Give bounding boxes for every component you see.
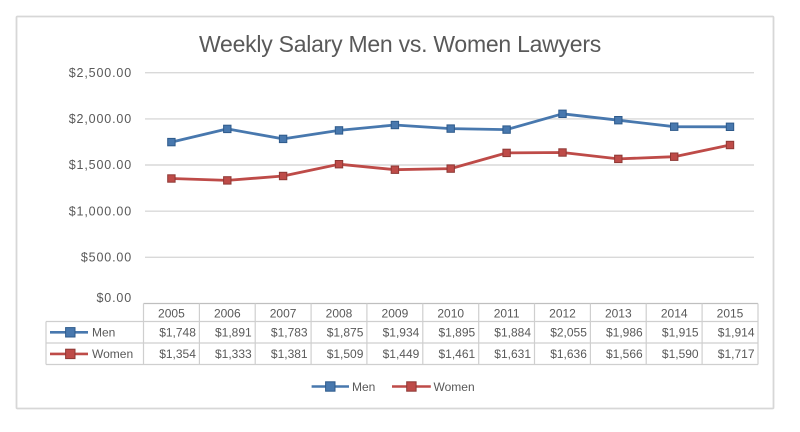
svg-text:$1,333: $1,333 (215, 347, 252, 361)
svg-text:$1,884: $1,884 (494, 326, 531, 340)
svg-text:$1,895: $1,895 (438, 326, 475, 340)
svg-text:Weekly Salary Men vs. Women La: Weekly Salary Men vs. Women Lawyers (199, 31, 601, 57)
svg-text:$2,500.00: $2,500.00 (69, 66, 132, 80)
svg-text:2006: 2006 (214, 306, 241, 320)
svg-text:$1,934: $1,934 (383, 326, 420, 340)
svg-text:$1,509: $1,509 (327, 347, 364, 361)
svg-text:2005: 2005 (158, 306, 185, 320)
svg-text:$1,000.00: $1,000.00 (69, 204, 132, 218)
svg-text:$1,986: $1,986 (606, 326, 643, 340)
svg-text:2007: 2007 (270, 306, 297, 320)
svg-text:$1,891: $1,891 (215, 326, 252, 340)
svg-text:$500.00: $500.00 (81, 251, 132, 265)
svg-text:Women: Women (92, 347, 133, 361)
svg-text:2012: 2012 (549, 306, 576, 320)
svg-text:$2,000.00: $2,000.00 (69, 112, 132, 126)
svg-text:$1,636: $1,636 (550, 347, 587, 361)
svg-text:Men: Men (92, 326, 115, 340)
svg-text:Women: Women (434, 380, 475, 394)
svg-text:$1,875: $1,875 (327, 326, 364, 340)
svg-text:$1,748: $1,748 (159, 326, 196, 340)
svg-text:$1,449: $1,449 (383, 347, 420, 361)
svg-text:$1,631: $1,631 (494, 347, 531, 361)
svg-text:$2,055: $2,055 (550, 326, 587, 340)
svg-text:2009: 2009 (382, 306, 409, 320)
svg-text:$1,914: $1,914 (718, 326, 755, 340)
svg-text:2015: 2015 (717, 306, 744, 320)
svg-text:$1,461: $1,461 (438, 347, 475, 361)
svg-text:$1,500.00: $1,500.00 (69, 158, 132, 172)
svg-text:$1,590: $1,590 (662, 347, 699, 361)
svg-text:$0.00: $0.00 (96, 291, 132, 305)
svg-text:2011: 2011 (494, 306, 520, 320)
svg-text:2010: 2010 (437, 306, 464, 320)
svg-text:2013: 2013 (605, 306, 632, 320)
svg-text:2014: 2014 (661, 306, 688, 320)
svg-text:$1,566: $1,566 (606, 347, 643, 361)
svg-text:2008: 2008 (326, 306, 353, 320)
svg-text:Men: Men (352, 380, 375, 394)
svg-text:$1,783: $1,783 (271, 326, 308, 340)
svg-text:$1,915: $1,915 (662, 326, 699, 340)
svg-text:$1,381: $1,381 (271, 347, 308, 361)
svg-text:$1,717: $1,717 (718, 347, 755, 361)
svg-text:$1,354: $1,354 (159, 347, 196, 361)
